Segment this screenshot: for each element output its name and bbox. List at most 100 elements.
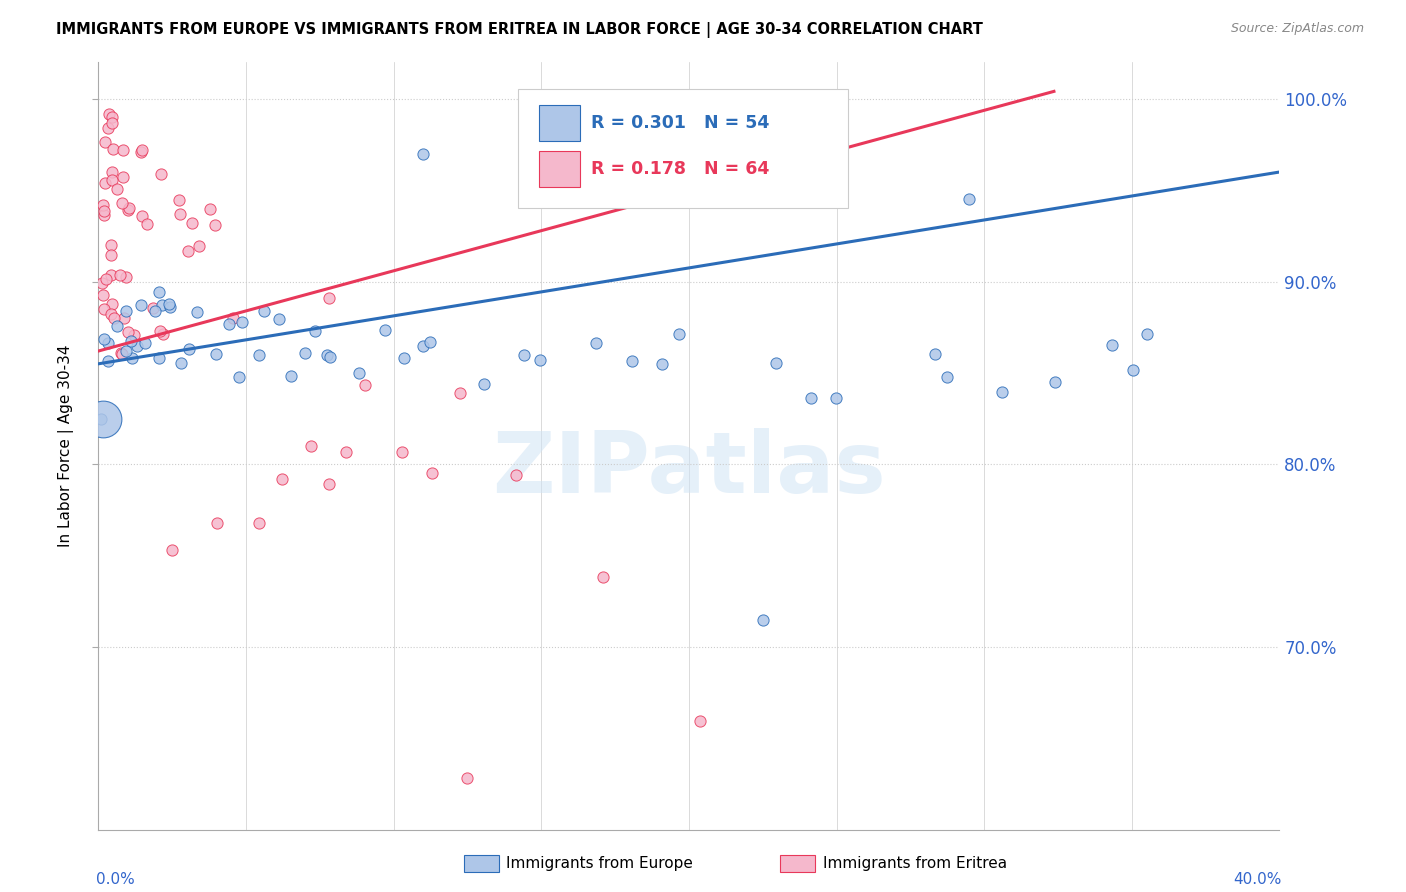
Point: [127, 339, 149, 353]
Point: [112, 310, 135, 325]
Point: [247, 516, 270, 530]
Point: [253, 304, 276, 318]
Point: [1101, 338, 1123, 352]
Point: [169, 207, 191, 221]
Bar: [538, 151, 581, 187]
Point: [117, 201, 139, 215]
Point: [505, 468, 527, 483]
Point: [179, 343, 201, 357]
Point: [93, 302, 115, 317]
Point: [143, 303, 166, 318]
Point: [228, 369, 250, 384]
Point: [391, 445, 413, 459]
Point: [131, 209, 153, 223]
Point: [101, 110, 124, 124]
Point: [115, 303, 138, 318]
Point: [347, 366, 370, 380]
Point: [97, 121, 120, 136]
Point: [512, 348, 534, 362]
Point: [218, 317, 240, 331]
Point: [270, 472, 292, 486]
Point: [103, 310, 125, 325]
Point: [150, 298, 173, 312]
Text: ZIPatlas: ZIPatlas: [492, 427, 886, 510]
Point: [412, 146, 434, 161]
Point: [752, 613, 775, 627]
Point: [205, 346, 228, 360]
Point: [159, 301, 181, 315]
Point: [181, 216, 204, 230]
Text: Immigrants from Eritrea: Immigrants from Eritrea: [823, 856, 1007, 871]
Point: [117, 325, 139, 339]
Point: [316, 348, 339, 362]
Point: [651, 357, 673, 371]
Point: [1122, 363, 1144, 377]
Text: 40.0%: 40.0%: [1233, 871, 1282, 887]
Point: [318, 477, 340, 491]
Point: [142, 301, 165, 315]
Point: [353, 378, 375, 392]
Point: [319, 350, 342, 364]
Point: [96, 272, 118, 286]
Point: [100, 248, 122, 262]
Point: [301, 439, 323, 453]
Point: [621, 354, 644, 368]
Point: [129, 298, 152, 312]
Point: [149, 167, 172, 181]
Point: [94, 176, 117, 190]
Text: 0.0%: 0.0%: [96, 871, 135, 887]
Point: [825, 391, 848, 405]
Point: [103, 142, 125, 156]
Point: [100, 297, 122, 311]
Point: [148, 351, 170, 366]
Point: [148, 285, 170, 299]
Point: [120, 334, 142, 348]
Point: [100, 268, 122, 282]
Text: Source: ZipAtlas.com: Source: ZipAtlas.com: [1230, 22, 1364, 36]
Point: [162, 543, 183, 558]
Point: [110, 346, 132, 360]
Point: [170, 356, 193, 370]
Point: [335, 445, 357, 459]
Text: Immigrants from Europe: Immigrants from Europe: [506, 856, 693, 871]
Point: [1043, 375, 1066, 389]
Point: [134, 336, 156, 351]
Point: [101, 165, 124, 179]
Point: [374, 323, 396, 337]
Point: [97, 336, 120, 351]
Point: [592, 570, 614, 584]
Point: [100, 237, 122, 252]
Point: [204, 218, 226, 232]
Point: [668, 327, 690, 342]
Point: [177, 244, 200, 258]
Point: [186, 305, 208, 319]
Point: [689, 714, 711, 729]
Point: [959, 193, 981, 207]
Point: [122, 328, 145, 343]
Point: [529, 352, 551, 367]
Point: [93, 332, 115, 346]
Point: [304, 324, 326, 338]
Point: [420, 466, 443, 480]
Bar: [538, 104, 581, 142]
Point: [167, 194, 190, 208]
Point: [267, 311, 290, 326]
Point: [94, 136, 117, 150]
Point: [129, 145, 152, 160]
Point: [1136, 326, 1159, 341]
Point: [91, 197, 114, 211]
Point: [97, 354, 120, 368]
Point: [100, 116, 122, 130]
Point: [114, 270, 136, 285]
Point: [111, 196, 134, 211]
Point: [157, 297, 180, 311]
Point: [121, 351, 143, 366]
Point: [247, 348, 270, 362]
Text: IMMIGRANTS FROM EUROPE VS IMMIGRANTS FROM ERITREA IN LABOR FORCE | AGE 30-34 COR: IMMIGRANTS FROM EUROPE VS IMMIGRANTS FRO…: [56, 22, 983, 38]
Point: [105, 182, 128, 196]
Point: [472, 376, 495, 391]
Point: [231, 315, 253, 329]
Point: [991, 385, 1014, 400]
Point: [198, 202, 221, 216]
Point: [187, 239, 209, 253]
